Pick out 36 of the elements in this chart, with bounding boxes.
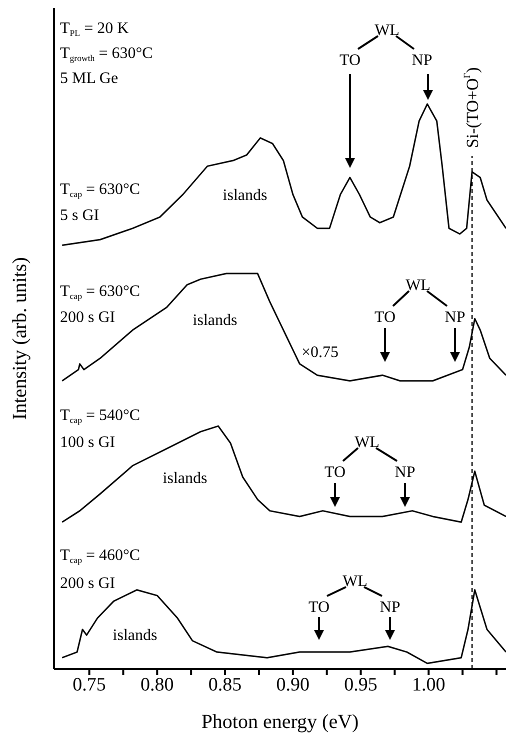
annotation: islands	[112, 627, 158, 644]
annotation: NP	[380, 599, 400, 616]
annotation: WL	[342, 573, 368, 590]
text: NP	[412, 52, 432, 69]
text: WL	[374, 22, 400, 39]
text: 0.80	[140, 674, 174, 696]
text: 1.00	[412, 674, 446, 696]
annotation: 100 s GI	[60, 434, 116, 451]
y-axis-title: Intensity (arb. units)	[9, 257, 31, 420]
text: T$_{growth}$ = 630°C	[60, 45, 153, 63]
annotation: islands	[222, 187, 268, 204]
annotation: T$_{cap}$ = 630°C	[60, 283, 140, 301]
annotation: 200 s GI	[60, 309, 116, 326]
x-tick-label: 0.85	[208, 674, 242, 696]
x-tick-label: 0.95	[344, 674, 378, 696]
text: TO	[339, 52, 361, 69]
annotation: 200 s GI	[60, 575, 116, 592]
annotation: T$_{cap}$ = 630°C	[60, 181, 140, 199]
annotation: TO	[308, 599, 330, 616]
annotation: WL	[406, 277, 430, 294]
annotation: NP	[394, 464, 416, 481]
annotation: T$_{cap}$ = 540°C	[60, 407, 140, 425]
x-tick-label: 0.75	[72, 674, 106, 696]
annotation: T$_{cap}$ = 460°C	[60, 547, 140, 565]
text: T$_{PL}$ = 20 K	[60, 20, 130, 38]
annotation: 5 s GI	[60, 207, 100, 224]
annotation: ×0.75	[301, 344, 339, 361]
text: 5 ML Ge	[60, 70, 118, 87]
annotation: WL	[354, 434, 380, 451]
annotation: TO	[374, 309, 396, 326]
text: 0.90	[276, 674, 310, 696]
x-axis-title: Photon energy (eV)	[201, 711, 359, 733]
annotation: islands	[162, 470, 208, 487]
annotation: NP	[444, 309, 466, 326]
annotation: TO	[324, 464, 346, 481]
annotation: islands	[192, 312, 238, 329]
